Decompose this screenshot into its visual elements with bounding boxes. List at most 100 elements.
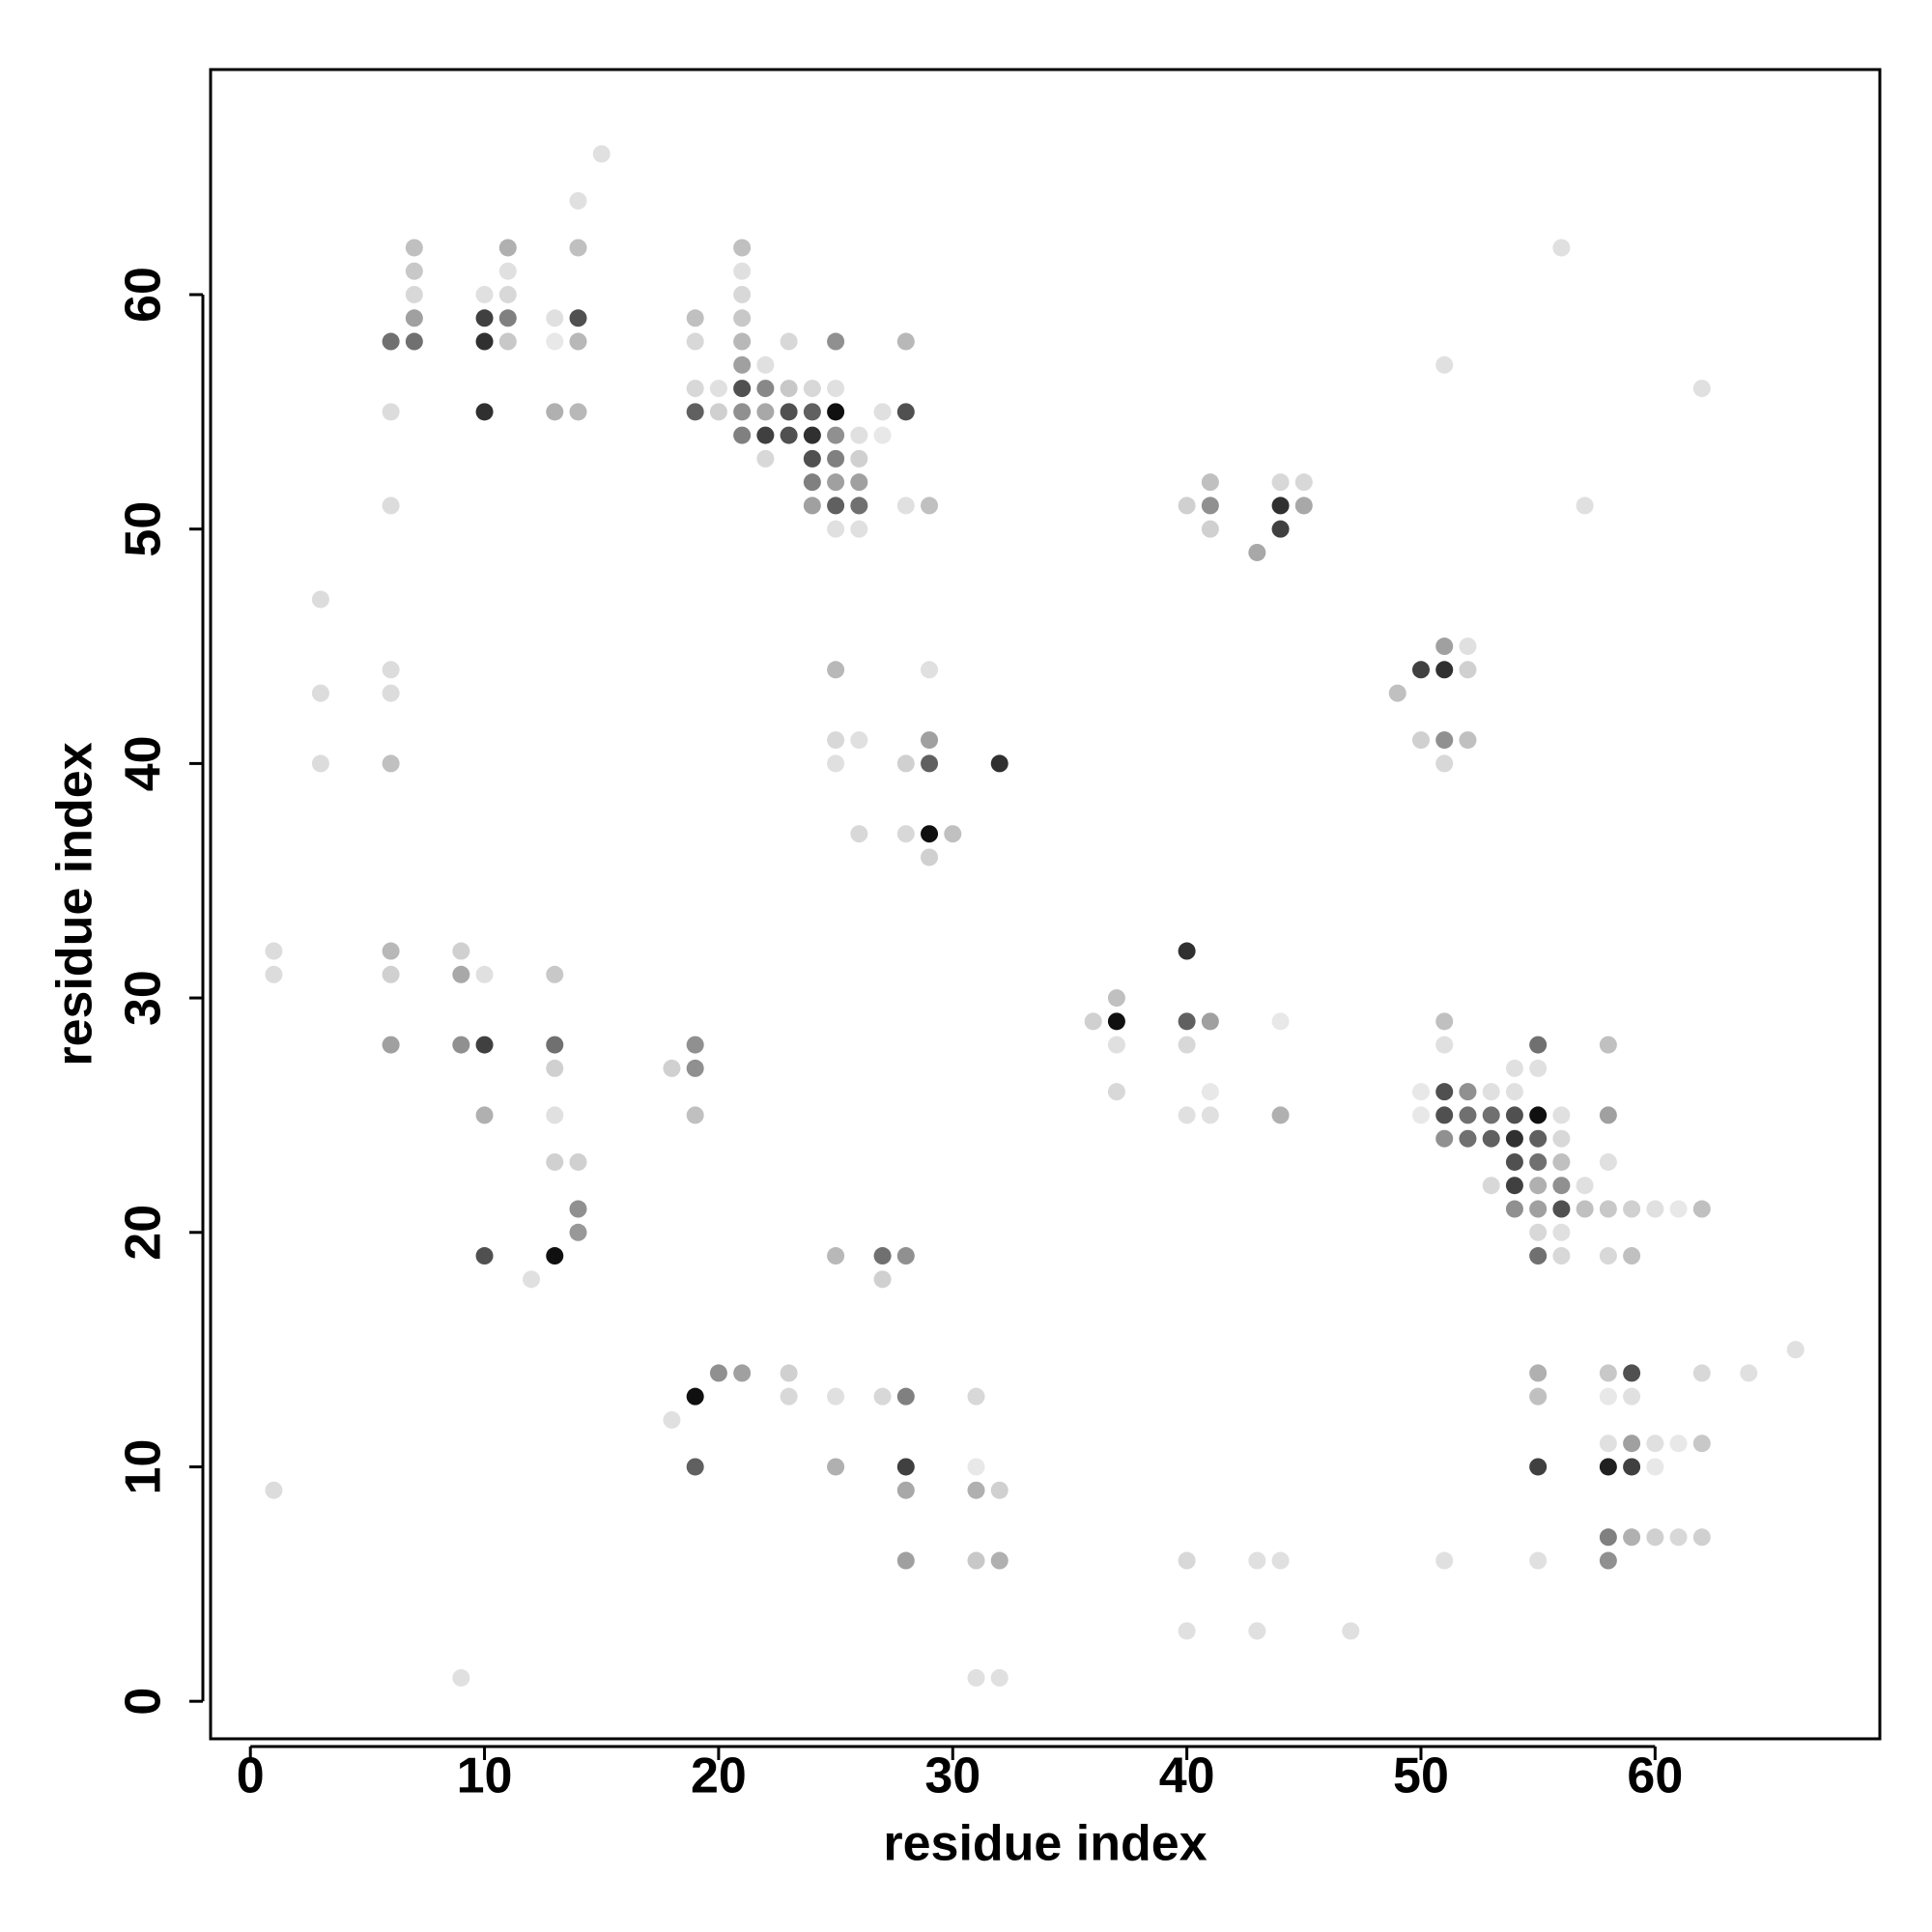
y-tick-label: 30 (116, 970, 172, 1026)
point (850, 731, 868, 750)
point (1599, 1458, 1617, 1476)
point (1201, 520, 1219, 538)
point (265, 965, 283, 983)
x-tick-label: 10 (457, 1748, 513, 1804)
point (1599, 1200, 1617, 1218)
point (1692, 1364, 1711, 1382)
point (1599, 1036, 1617, 1054)
point (803, 473, 821, 492)
point (827, 1387, 845, 1406)
point (733, 355, 752, 374)
point (1107, 1083, 1125, 1101)
point (1435, 1129, 1454, 1148)
point (498, 285, 517, 303)
point (1599, 1364, 1617, 1382)
y-axis-title: residue index (47, 742, 103, 1065)
point (546, 1152, 564, 1171)
point (733, 332, 752, 351)
point (1505, 1129, 1523, 1148)
point (827, 497, 845, 515)
point (756, 355, 775, 374)
x-tick-label: 30 (924, 1748, 980, 1804)
point (803, 497, 821, 515)
point (709, 380, 727, 398)
point (1529, 1177, 1548, 1195)
x-tick-label: 60 (1627, 1748, 1683, 1804)
point (850, 825, 868, 843)
point (498, 239, 517, 257)
point (827, 426, 845, 444)
point (686, 1059, 704, 1077)
point (405, 239, 423, 257)
point (873, 1270, 892, 1289)
point (733, 262, 752, 280)
point (569, 1200, 587, 1218)
point (1505, 1106, 1523, 1124)
point (1435, 355, 1454, 374)
point (1529, 1387, 1548, 1406)
point (1623, 1364, 1641, 1382)
y-tick-label: 40 (116, 735, 172, 791)
point (733, 309, 752, 327)
point (1669, 1200, 1688, 1218)
point (405, 285, 423, 303)
point (1411, 1106, 1430, 1124)
point (1459, 638, 1477, 656)
point (1482, 1106, 1500, 1124)
point (382, 403, 400, 421)
point (686, 1458, 704, 1476)
point (1552, 239, 1571, 257)
point (1529, 1152, 1548, 1171)
point (756, 380, 775, 398)
point (1248, 1622, 1266, 1640)
point (382, 754, 400, 773)
point (405, 262, 423, 280)
point (452, 965, 470, 983)
point (944, 825, 962, 843)
point (1178, 1551, 1196, 1570)
point (873, 1387, 892, 1406)
point (921, 754, 939, 773)
point (967, 1551, 985, 1570)
point (452, 942, 470, 960)
point (896, 1387, 915, 1406)
point (498, 332, 517, 351)
point (733, 285, 752, 303)
point (1388, 684, 1406, 702)
point (1482, 1129, 1500, 1148)
point (1505, 1083, 1523, 1101)
point (1599, 1435, 1617, 1453)
point (1529, 1129, 1548, 1148)
point (1552, 1247, 1571, 1265)
point (1107, 1012, 1125, 1031)
point (967, 1481, 985, 1499)
point (1623, 1387, 1641, 1406)
point (663, 1410, 681, 1429)
point (475, 403, 494, 421)
point (1342, 1622, 1360, 1640)
point (569, 191, 587, 210)
point (1669, 1528, 1688, 1547)
point (1435, 1083, 1454, 1101)
point (733, 239, 752, 257)
point (1201, 1083, 1219, 1101)
point (827, 731, 845, 750)
point (546, 1106, 564, 1124)
point (873, 426, 892, 444)
point (686, 1106, 704, 1124)
point (827, 473, 845, 492)
point (967, 1387, 985, 1406)
point (921, 825, 939, 843)
point (827, 1247, 845, 1265)
point (1435, 1106, 1454, 1124)
point (1178, 1622, 1196, 1640)
point (1411, 1083, 1430, 1101)
point (990, 1481, 1009, 1499)
point (709, 1364, 727, 1382)
point (896, 403, 915, 421)
point (1692, 1435, 1711, 1453)
point (1623, 1528, 1641, 1547)
point (1529, 1036, 1548, 1054)
point (1248, 1551, 1266, 1570)
point (1178, 942, 1196, 960)
